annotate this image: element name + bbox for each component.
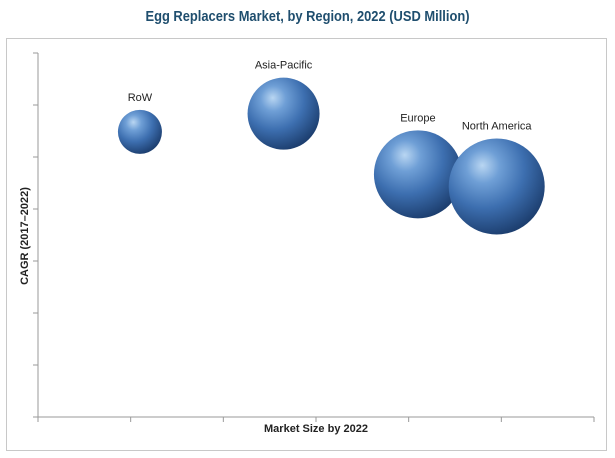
x-axis-title: Market Size by 2022 — [264, 423, 368, 435]
y-axis-title: CAGR (2017–2022) — [19, 187, 31, 285]
chart-frame — [6, 38, 607, 451]
chart-title: Egg Replacers Market, by Region, 2022 (U… — [145, 8, 470, 25]
bubble-north-america — [448, 138, 545, 235]
bubble-row — [117, 109, 162, 154]
bubble-label-north-america: North America — [462, 120, 533, 132]
axes — [33, 52, 595, 422]
bubbles: RoW Asia-Pacific Europe North America — [117, 60, 545, 235]
bubble-label-row: RoW — [128, 92, 153, 104]
bubble-asia-pacific — [247, 77, 320, 150]
bubble-label-asia-pacific: Asia-Pacific — [255, 60, 313, 72]
bubble-label-europe: Europe — [400, 112, 435, 124]
bubble-europe — [373, 130, 462, 219]
